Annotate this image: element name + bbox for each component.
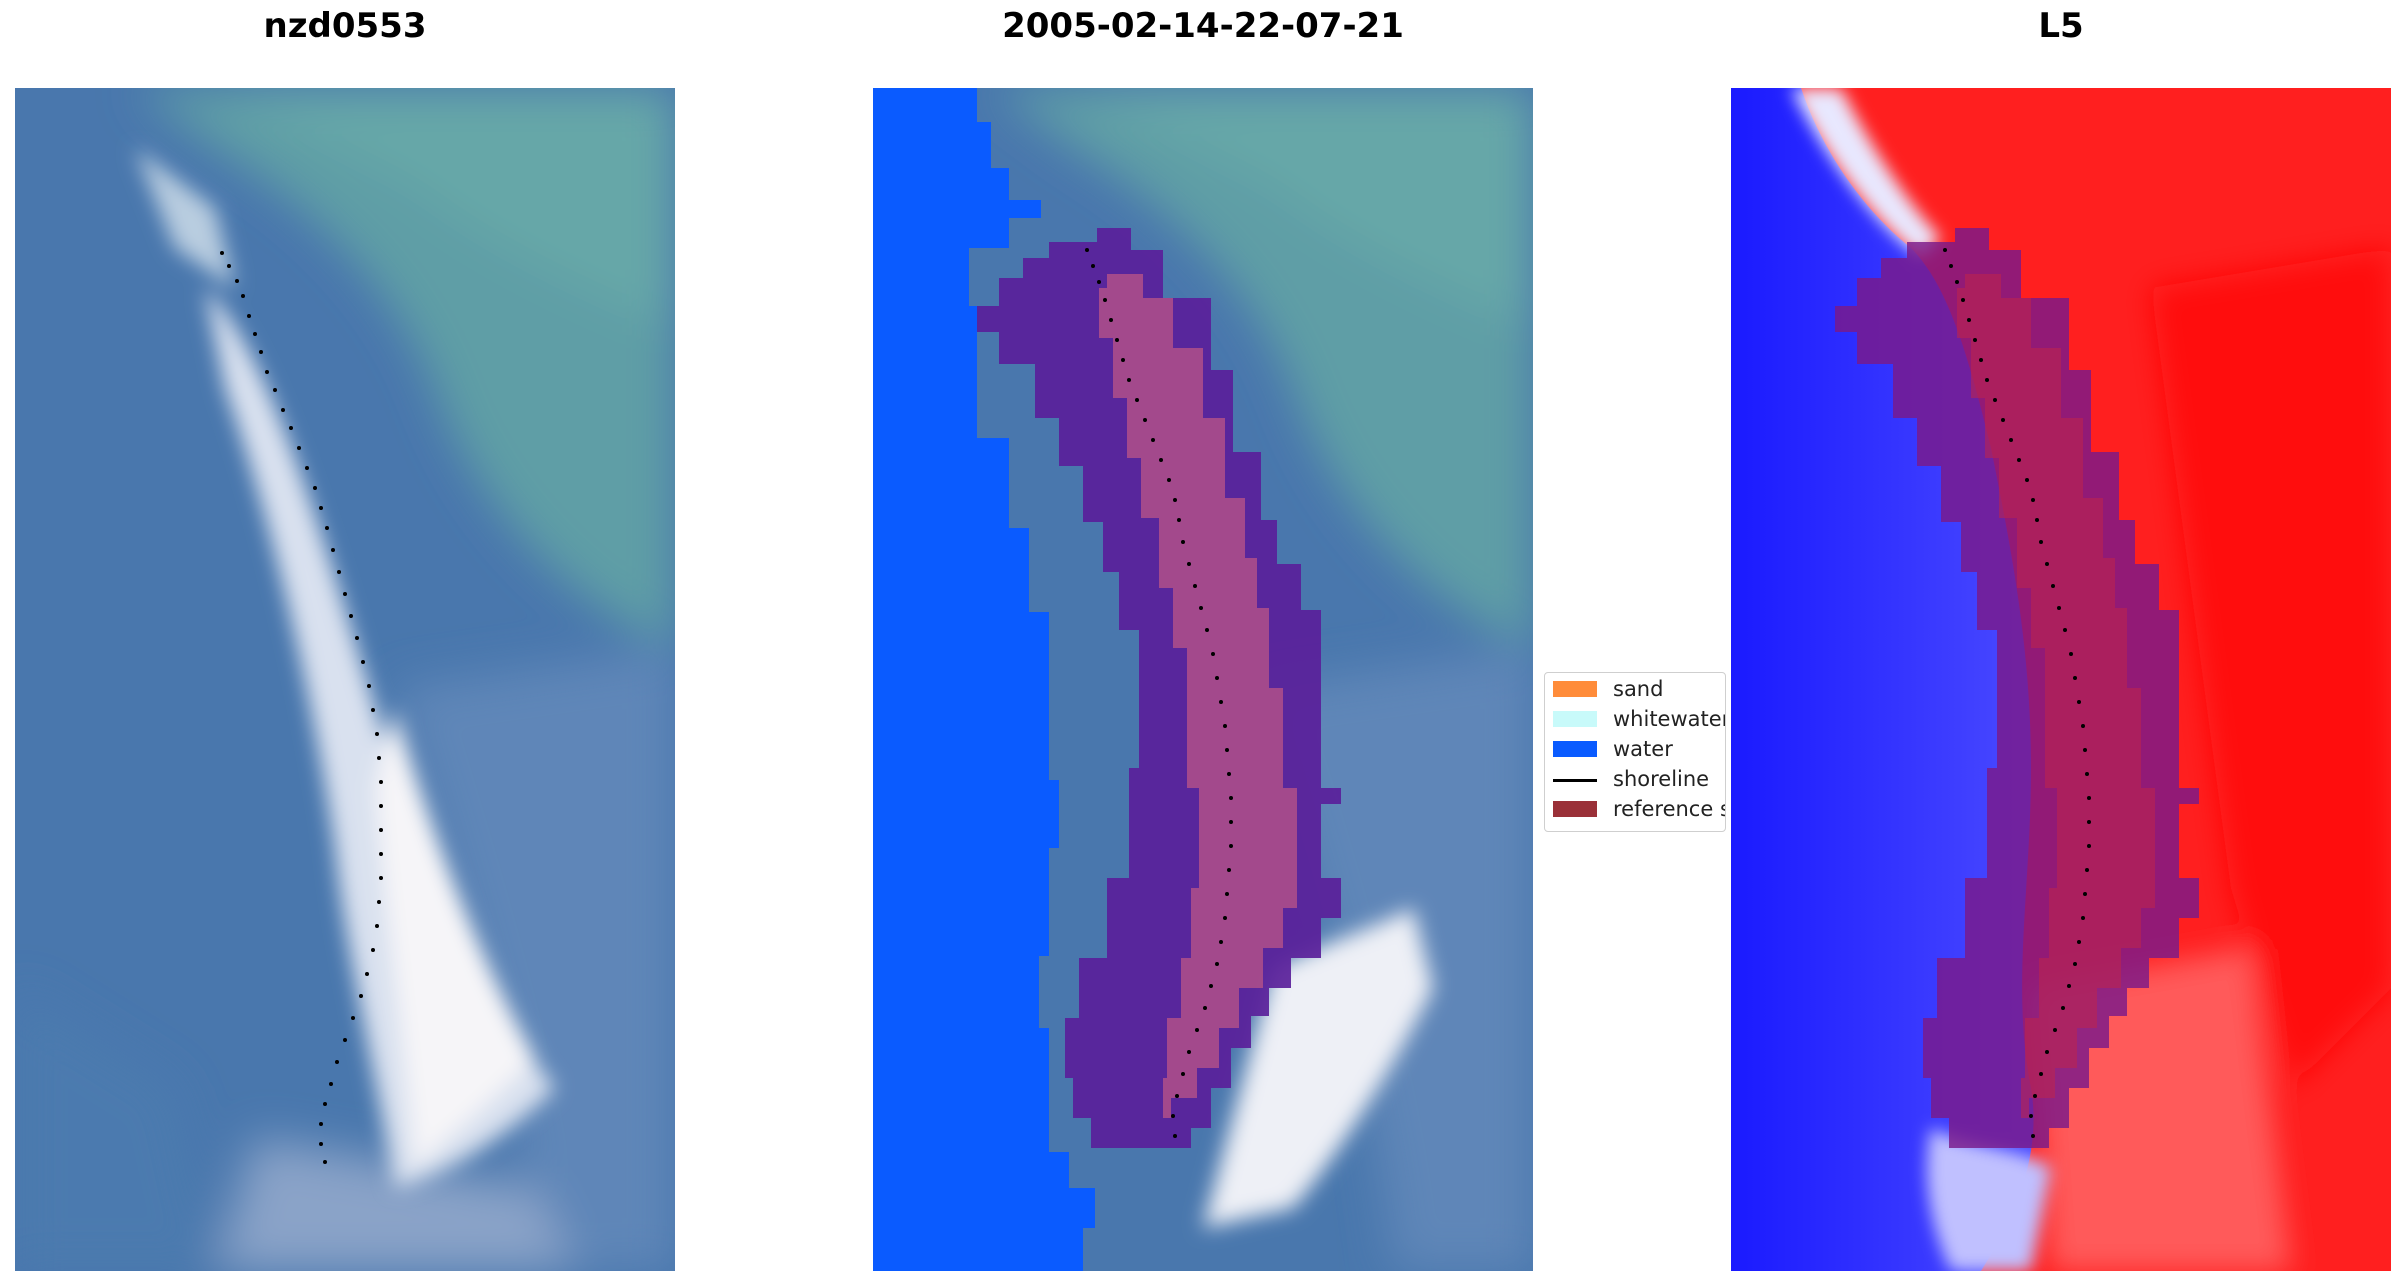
rgb-image [15, 88, 675, 1271]
title-right: L5 [2038, 6, 2084, 46]
reference-buffer-inner [1099, 274, 1297, 1118]
legend-label: sand [1613, 677, 1664, 701]
detected-shoreline [1085, 248, 1233, 1138]
legend-item-reference-shoreline: reference shoreline [1553, 797, 1725, 821]
legend-item-whitewater: whitewater [1553, 707, 1726, 731]
legend-label: whitewater [1613, 707, 1726, 731]
legend-label: reference shoreline [1613, 797, 1725, 821]
classified-image-panel [873, 88, 1533, 1271]
water-class [873, 88, 1095, 1271]
index-image-panel [1731, 88, 2391, 1271]
sand-swatch [1553, 681, 1597, 697]
legend: sand whitewater water shoreline referenc… [1544, 672, 1726, 832]
whitewater-swatch [1553, 711, 1597, 727]
classified-image [873, 88, 1533, 1271]
shoreline-swatch [1553, 778, 1597, 782]
detected-shoreline [1943, 248, 2091, 1138]
title-center: 2005-02-14-22-07-21 [1002, 6, 1404, 46]
legend-item-water: water [1553, 737, 1673, 761]
legend-item-sand: sand [1553, 677, 1663, 701]
reference-buffer-inner [1957, 274, 2155, 1118]
detected-shoreline [220, 251, 383, 1164]
title-left: nzd0553 [263, 6, 427, 46]
legend-label: water [1613, 737, 1673, 761]
rgb-image-panel [15, 88, 675, 1271]
reference-shoreline-swatch [1553, 801, 1597, 817]
legend-label: shoreline [1613, 767, 1710, 791]
legend-item-shoreline: shoreline [1553, 767, 1709, 791]
index-image [1731, 88, 2391, 1271]
water-swatch [1553, 741, 1597, 757]
